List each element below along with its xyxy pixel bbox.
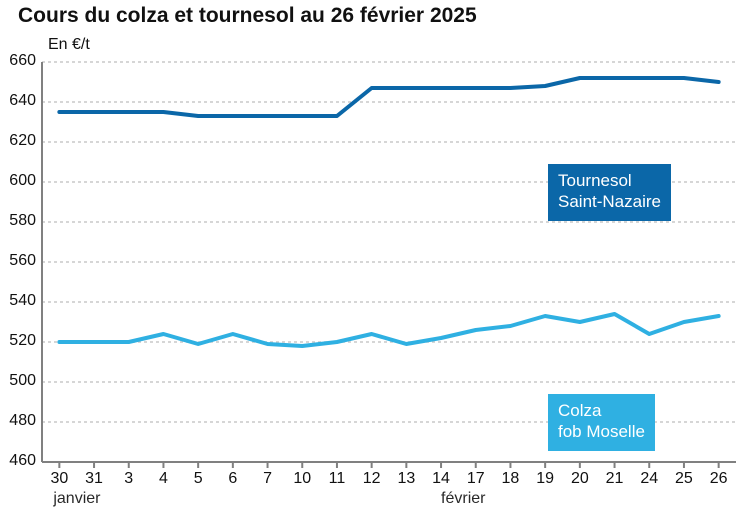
x-tick-label: 7 [253, 470, 283, 488]
x-tick-label: 3 [114, 470, 144, 488]
legend-line: Colza [558, 400, 645, 421]
series-line-0 [59, 78, 718, 116]
x-tick-label: 25 [669, 470, 699, 488]
y-tick-label: 660 [0, 52, 36, 70]
x-tick-label: 11 [322, 470, 352, 488]
x-month-left: janvier [53, 490, 100, 508]
series-line-1 [59, 314, 718, 346]
x-tick-label: 30 [44, 470, 74, 488]
x-tick-label: 18 [495, 470, 525, 488]
x-tick-label: 5 [183, 470, 213, 488]
y-tick-label: 500 [0, 372, 36, 390]
legend-line: fob Moselle [558, 421, 645, 442]
x-tick-label: 17 [461, 470, 491, 488]
x-tick-label: 21 [600, 470, 630, 488]
x-tick-label: 10 [287, 470, 317, 488]
y-tick-label: 520 [0, 332, 36, 350]
x-tick-label: 13 [391, 470, 421, 488]
legend-line: Saint-Nazaire [558, 191, 661, 212]
x-tick-label: 12 [357, 470, 387, 488]
x-tick-label: 20 [565, 470, 595, 488]
y-tick-label: 460 [0, 452, 36, 470]
y-tick-label: 600 [0, 172, 36, 190]
x-tick-label: 31 [79, 470, 109, 488]
legend-box: TournesolSaint-Nazaire [548, 164, 671, 221]
y-tick-label: 540 [0, 292, 36, 310]
x-tick-label: 26 [704, 470, 734, 488]
x-tick-label: 6 [218, 470, 248, 488]
y-tick-label: 580 [0, 212, 36, 230]
x-tick-label: 14 [426, 470, 456, 488]
y-tick-label: 560 [0, 252, 36, 270]
y-tick-label: 480 [0, 412, 36, 430]
x-month-right: février [441, 490, 485, 508]
y-tick-label: 640 [0, 92, 36, 110]
legend-box: Colzafob Moselle [548, 394, 655, 451]
chart-container: Cours du colza et tournesol au 26 févrie… [0, 0, 747, 513]
y-tick-label: 620 [0, 132, 36, 150]
x-tick-label: 19 [530, 470, 560, 488]
x-tick-label: 4 [148, 470, 178, 488]
x-tick-label: 24 [634, 470, 664, 488]
legend-line: Tournesol [558, 170, 661, 191]
